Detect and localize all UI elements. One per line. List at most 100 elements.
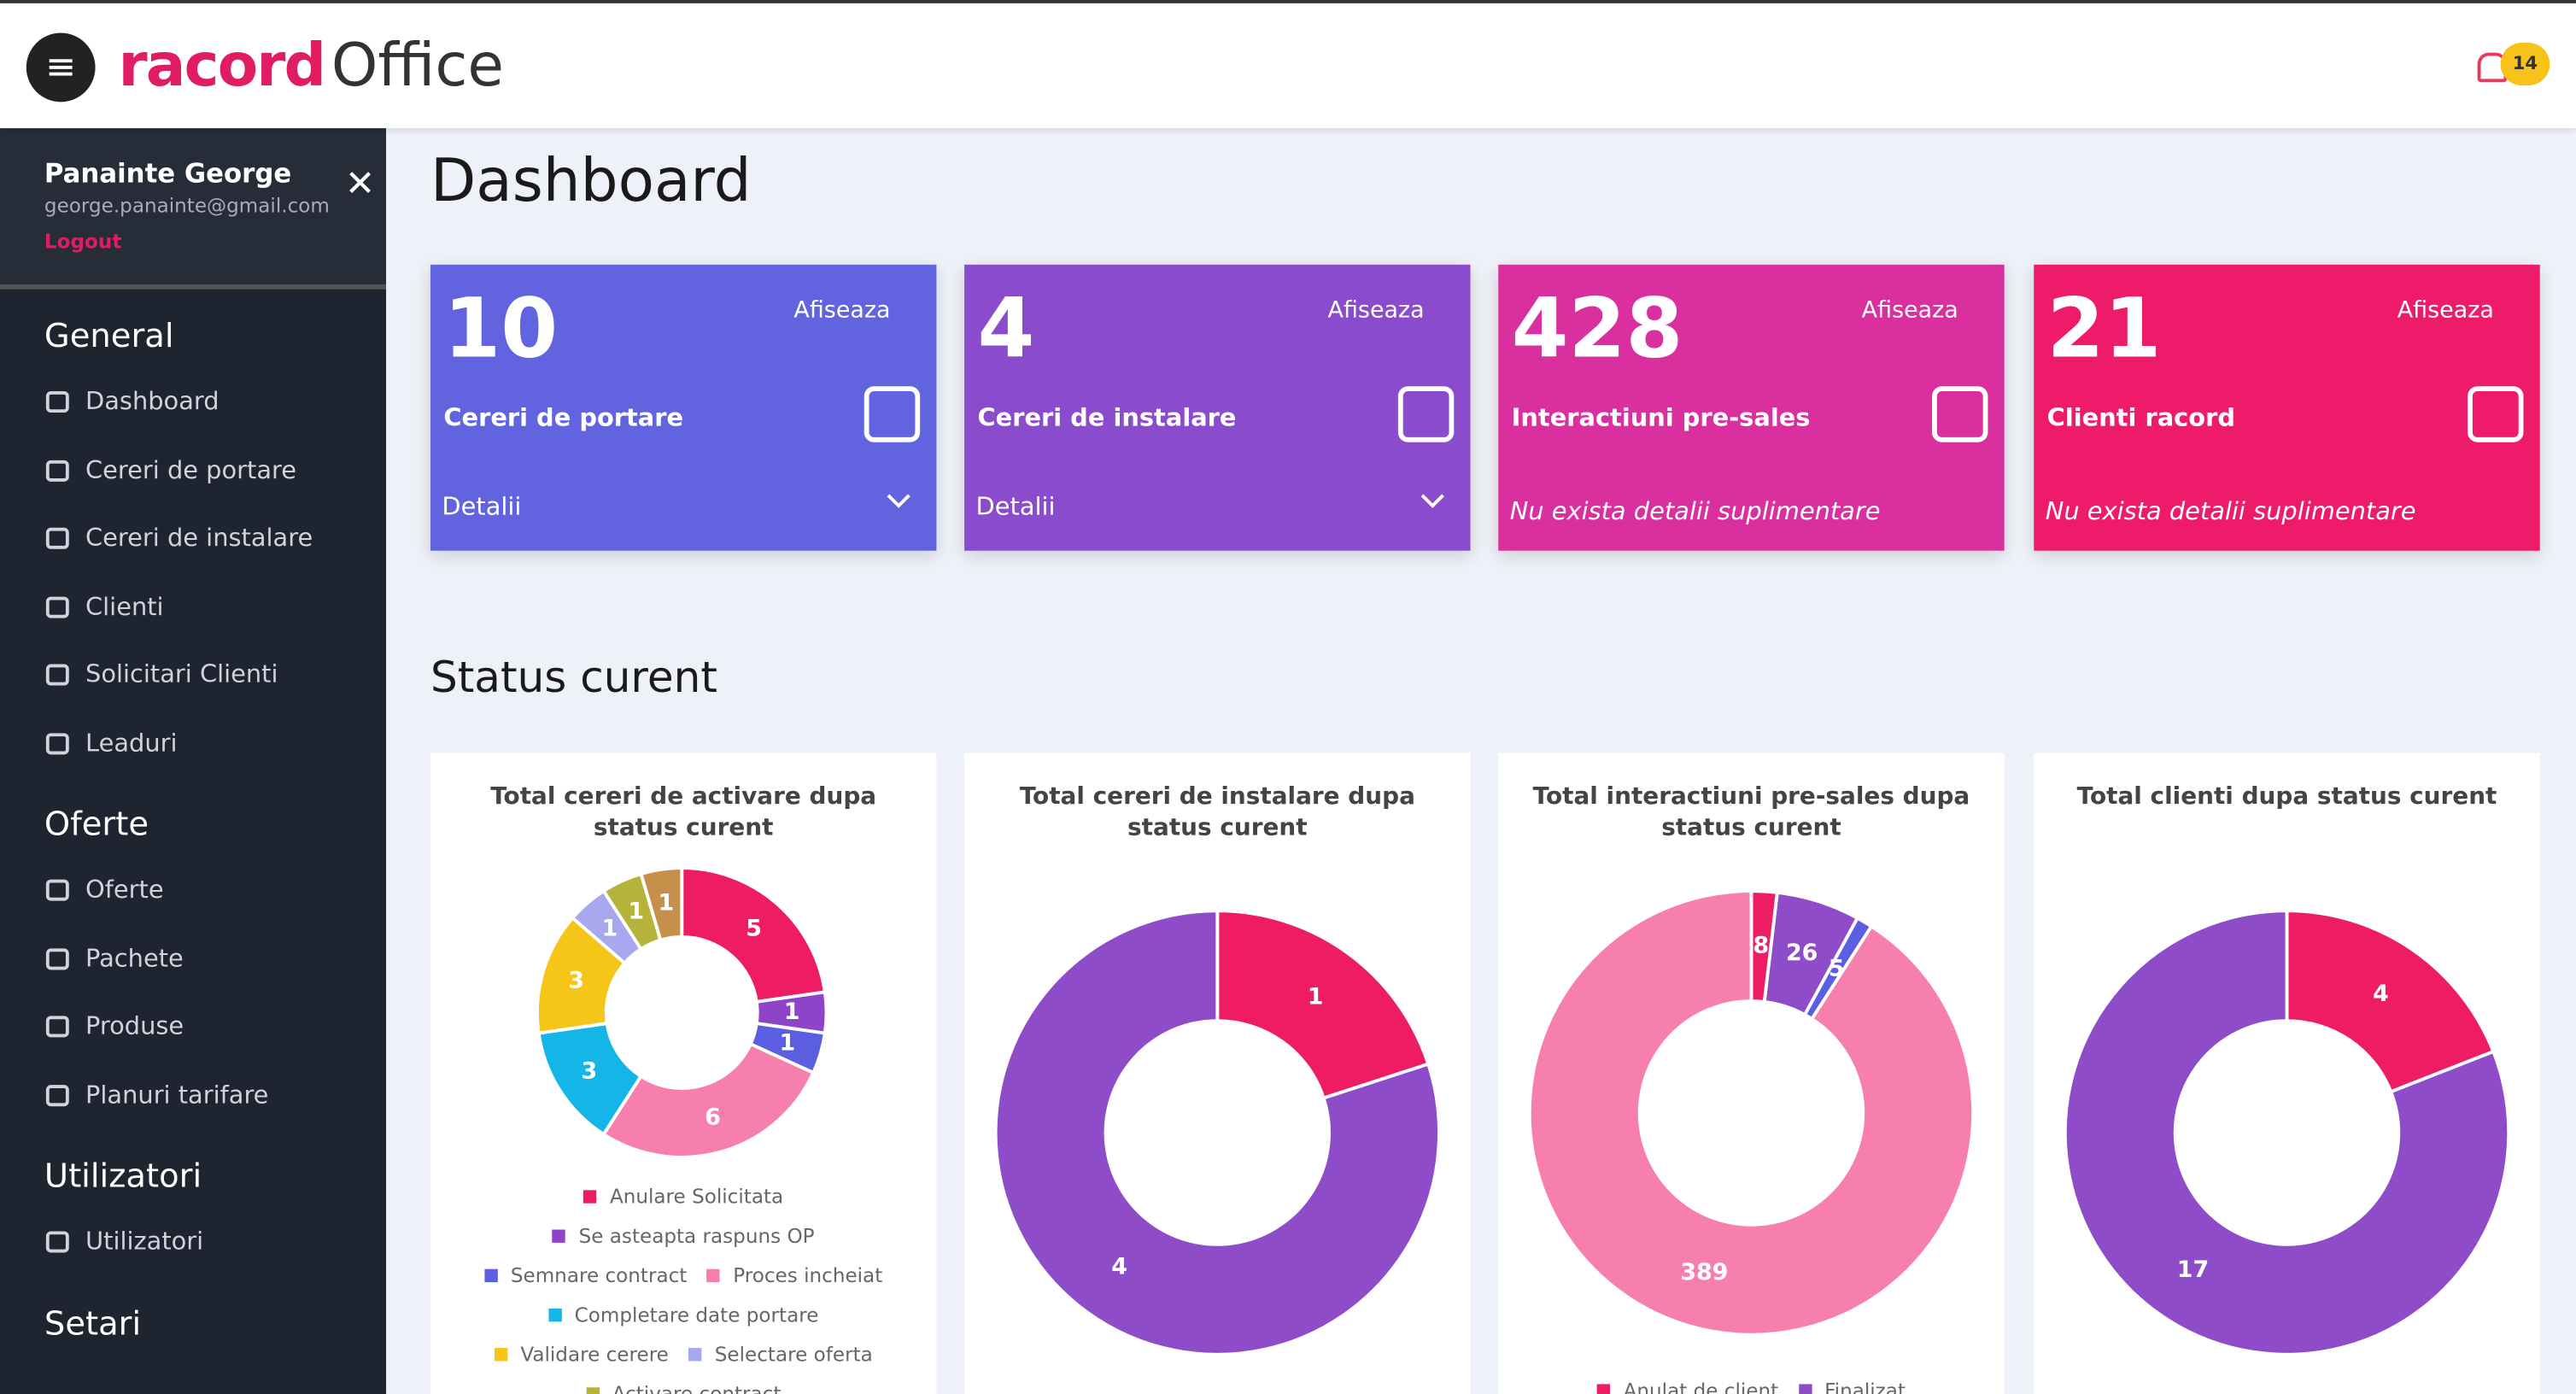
legend-swatch [585,1387,600,1394]
logo[interactable]: racord Office [118,32,504,100]
legend-swatch [706,1268,720,1283]
segment-label: 1 [628,899,644,925]
nav-item[interactable]: Leaduri [0,709,386,777]
legend-swatch [484,1268,498,1283]
segment-label: 389 [1680,1259,1728,1286]
nav-item[interactable]: Solicitari Clienti [0,641,386,710]
legend-label: Selectare oferta [714,1343,873,1367]
nav-icon [45,947,69,969]
product: Office [331,32,505,101]
donut-segment [601,1041,816,1159]
chart-card: 4 17 Total clienti dupa status curent [2034,753,2540,1394]
user-email: george.panainte@gmail.com [44,194,330,218]
nav-item[interactable]: Planuri tarifare [0,1061,386,1129]
menu-button[interactable] [26,32,96,102]
card-footer: Nu exista detalii suplimentare [2045,496,2416,526]
segment-label: 26 [1786,940,1818,966]
nav-item[interactable]: Utilizatori [0,1209,386,1277]
notification-badge[interactable]: 14 [2500,43,2550,86]
page-title: Dashboard [430,148,752,216]
legend-swatch [1596,1384,1611,1394]
stat-card: 21 Afiseaza Clienti racord Nu exista detali… [2034,264,2540,551]
brand: racord [118,32,326,101]
show-link[interactable]: Afiseaza [2397,297,2494,325]
legend-item: Semnare contract [484,1256,687,1295]
legend-label: Finalizat [1824,1379,1906,1394]
nav-item[interactable]: Cereri de portare [0,436,386,505]
donut-chart: 14 [993,909,1441,1356]
top-bar: racord Office 14 [0,0,2576,129]
stat-label: Cereri de portare [443,402,684,433]
logout-link[interactable]: Logout [44,230,122,254]
card-footer: Detalii [975,491,1056,522]
nav-item[interactable]: Produse [0,993,386,1061]
legend-swatch [552,1229,566,1243]
nav-icon [45,880,69,902]
legend-label: Semnare contract [510,1263,688,1287]
show-link[interactable]: Afiseaza [1327,297,1425,325]
section-heading: General [44,315,174,355]
show-link[interactable]: Afiseaza [793,297,891,325]
donut-segment [1527,889,1975,1337]
stat-icon [1932,386,1988,442]
segment-label: 5 [746,916,762,942]
section-heading: Oferte [44,804,149,844]
user-panel: Panainte George george.panainte@gmail.co… [0,128,387,290]
donut-chart: 4 17 [2063,909,2511,1356]
nav-label: Dashboard [85,386,220,416]
nav-icon [45,1231,69,1253]
donut-segment [680,866,827,1004]
nav-item[interactable]: Oferte [0,857,386,925]
nav-label: Cereri de portare [85,454,297,484]
legend-swatch [688,1348,702,1362]
segment-label: 6 [705,1104,721,1131]
legend-item: Activare contract [585,1374,781,1394]
nav: General Dashboard Cereri de portare Cereri … [0,316,386,1343]
close-button[interactable]: ✕ [344,164,376,206]
section-title: Status curent [430,653,717,704]
nav-label: Clienti [85,590,164,621]
legend-label: Anulare Solicitata [609,1185,784,1209]
stat-value: 21 [2046,281,2162,377]
chevron [887,484,910,508]
nav-item[interactable]: Pachete [0,925,386,993]
card-footer: Detalii [442,491,522,522]
legend-item: Proces incheiat [706,1256,882,1295]
legend: Anulat de client Finalizat [1521,1371,1982,1394]
stat-card: 4 Afiseaza Cereri de instalare Detalii [964,264,1471,551]
stat-label: Clienti racord [2046,402,2235,433]
nav-icon [45,528,69,550]
legend-item: Anulare Solicitata [583,1177,783,1216]
stat-icon [2468,386,2524,442]
legend-swatch [1798,1384,1812,1394]
nav-icon [45,664,69,686]
chart-title: Total cereri de instalare dupa status cu… [1019,783,1415,842]
stat-label: Cereri de instalare [977,402,1237,433]
nav-label: Leaduri [85,727,178,758]
stat-icon [1397,386,1455,442]
segment-label: 8 [1753,932,1770,958]
nav-label: Planuri tarifare [85,1079,269,1110]
legend-swatch [583,1190,597,1204]
segment-label: 3 [581,1058,597,1085]
nav-label: Produse [85,1010,184,1041]
section-heading: Utilizatori [44,1155,202,1196]
segment-label: 17 [2177,1256,2209,1283]
chevron [1420,484,1444,508]
nav-item[interactable]: Dashboard [0,368,386,436]
chart-title: Total cereri de activare dupa status cur… [490,783,877,842]
legend-label: Validare cerere [520,1343,669,1367]
legend-label: Anulat de client [1623,1379,1779,1394]
nav-item[interactable]: Cereri de instalare [0,505,386,573]
sidebar: Panainte George george.panainte@gmail.co… [0,128,387,1394]
nav-label: Solicitari Clienti [85,659,278,689]
nav-item[interactable]: Clienti [0,573,386,641]
legend-label: Completare date portare [574,1303,819,1327]
nav-icon [45,1084,69,1106]
nav-icon [45,391,69,413]
segment-label: 1 [780,1029,796,1056]
show-link[interactable]: Afiseaza [1861,297,1958,325]
